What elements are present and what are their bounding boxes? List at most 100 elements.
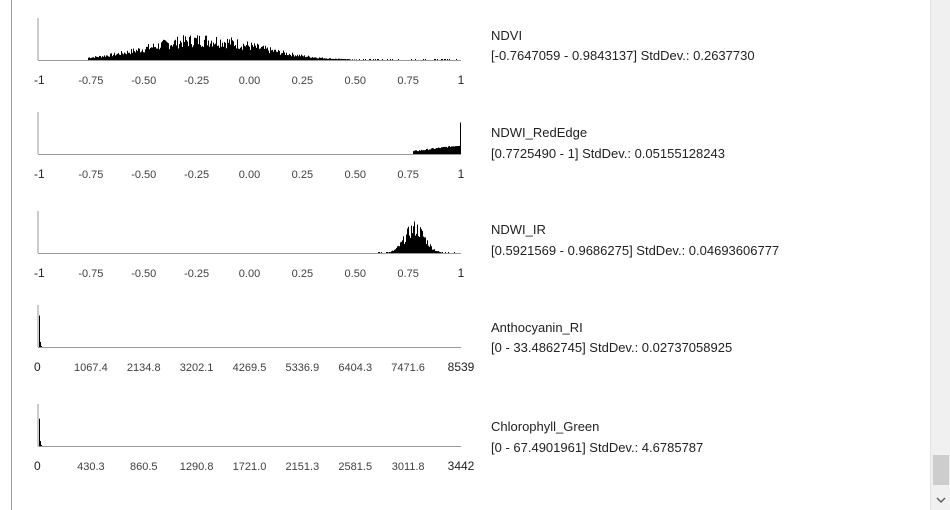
tick-label: 0.00 bbox=[239, 268, 260, 280]
histogram-bar bbox=[445, 146, 446, 154]
histogram-bar bbox=[345, 58, 346, 60]
tick-label: -1 bbox=[34, 73, 45, 87]
histogram-bar bbox=[301, 54, 302, 60]
histogram-bar bbox=[444, 146, 445, 154]
histogram-bar bbox=[408, 226, 409, 253]
histogram-bar bbox=[159, 49, 160, 60]
histogram-bar bbox=[336, 58, 337, 60]
histogram-bar bbox=[400, 242, 401, 253]
histogram-bar bbox=[180, 40, 181, 60]
histogram-bar bbox=[288, 55, 289, 60]
histogram-bar bbox=[88, 57, 89, 60]
histogram-bar bbox=[307, 56, 308, 60]
histogram-bar bbox=[419, 150, 420, 154]
histogram-bar bbox=[349, 59, 350, 60]
histogram-bar bbox=[356, 59, 357, 60]
histogram-chlorophyll-green: 0 430.3 860.5 1290.8 1721.0 2151.3 2581.5 3011.… bbox=[28, 396, 475, 476]
histogram-bar bbox=[365, 59, 366, 60]
histogram-bar bbox=[334, 58, 335, 60]
histogram-bar bbox=[315, 57, 316, 60]
histogram-bar bbox=[242, 49, 243, 60]
histogram-bar bbox=[127, 50, 128, 60]
histogram-bar bbox=[442, 252, 443, 253]
histogram-bar bbox=[347, 59, 348, 60]
histogram-bar bbox=[266, 48, 267, 60]
histogram-bar bbox=[319, 57, 320, 60]
histogram-bar bbox=[177, 36, 178, 60]
histogram-bar bbox=[300, 56, 301, 60]
histogram-bar bbox=[387, 252, 388, 253]
histogram-ndwi-ir-name: NDWI_IR bbox=[491, 222, 546, 237]
histogram-bar bbox=[423, 59, 424, 60]
tick-label: -0.25 bbox=[184, 75, 209, 87]
tick-label: 1 bbox=[458, 167, 465, 181]
histogram-bar bbox=[140, 52, 141, 60]
histogram-bar bbox=[382, 59, 383, 60]
tick-label: -1 bbox=[34, 266, 45, 280]
scroll-down-button[interactable] bbox=[931, 490, 950, 510]
histogram-bar bbox=[251, 42, 252, 60]
histogram-bar bbox=[232, 40, 233, 60]
histogram-bar bbox=[450, 147, 451, 154]
histogram-bar bbox=[39, 315, 40, 347]
histogram-bar bbox=[227, 38, 228, 60]
histogram-bar bbox=[421, 149, 422, 154]
histogram-bar bbox=[96, 56, 97, 60]
histogram-bar bbox=[155, 47, 156, 60]
histogram-bar bbox=[117, 53, 118, 60]
tick-label: 860.5 bbox=[130, 461, 158, 473]
tick-label: 0.00 bbox=[239, 169, 260, 181]
histogram-bar bbox=[133, 48, 134, 60]
histogram-bar bbox=[424, 150, 425, 154]
histogram-bar bbox=[388, 252, 389, 253]
scrollbar-thumb[interactable] bbox=[933, 455, 949, 485]
histogram-bar bbox=[439, 147, 440, 154]
histogram-bar bbox=[322, 57, 323, 60]
histogram-bar bbox=[218, 45, 219, 60]
histogram-bar bbox=[323, 58, 324, 60]
histogram-bar bbox=[282, 52, 283, 60]
histogram-bar bbox=[224, 41, 225, 60]
histogram-bar bbox=[110, 53, 111, 60]
histogram-bar bbox=[192, 47, 193, 60]
tick-label: 2581.5 bbox=[338, 461, 372, 473]
histogram-bar bbox=[221, 46, 222, 60]
histogram-bar bbox=[119, 54, 120, 60]
histogram-bar bbox=[208, 40, 209, 60]
histogram-bar bbox=[363, 59, 364, 60]
histogram-anthocyanin-ri-plot: 0 1067.4 2134.8 3202.1 4269.5 5336.9 6404.3 747… bbox=[34, 305, 475, 374]
tick-label: 0.50 bbox=[345, 268, 366, 280]
histogram-anthocyanin-ri-range: [0 - 33.4862745] StdDev.: 0.02737058925 bbox=[491, 340, 733, 355]
histogram-bar bbox=[99, 55, 100, 60]
histogram-bar bbox=[344, 59, 345, 60]
histogram-bar bbox=[259, 48, 260, 60]
histogram-bar bbox=[379, 252, 380, 253]
histogram-bar bbox=[106, 55, 107, 60]
histogram-bar bbox=[160, 47, 161, 60]
histogram-bar bbox=[241, 46, 242, 60]
histogram-bar bbox=[294, 56, 295, 60]
histogram-bar bbox=[406, 234, 407, 253]
histogram-bar bbox=[348, 59, 349, 60]
histogram-bar bbox=[331, 59, 332, 60]
histogram-bar bbox=[173, 44, 174, 60]
tick-label: 0.75 bbox=[397, 169, 418, 181]
histogram-bar bbox=[39, 418, 40, 446]
histogram-bar bbox=[281, 53, 282, 60]
histogram-bar bbox=[456, 59, 457, 60]
histogram-bar bbox=[108, 56, 109, 60]
histogram-bar bbox=[287, 55, 288, 60]
histogram-bar bbox=[394, 249, 395, 253]
histogram-ndwi-rededge-name: NDWI_RedEdge bbox=[491, 125, 588, 140]
tick-label: 3442 bbox=[448, 459, 475, 473]
histogram-bar bbox=[209, 46, 210, 60]
histogram-bar bbox=[441, 59, 442, 60]
histogram-anthocyanin-ri: 0 1067.4 2134.8 3202.1 4269.5 5336.9 6404.3 747… bbox=[28, 297, 475, 377]
histogram-bar bbox=[411, 225, 412, 253]
histogram-bar bbox=[179, 43, 180, 60]
histogram-bar bbox=[201, 46, 202, 60]
tick-label: 3202.1 bbox=[180, 362, 214, 374]
histogram-bar bbox=[41, 445, 42, 446]
vertical-scrollbar[interactable] bbox=[930, 0, 950, 510]
